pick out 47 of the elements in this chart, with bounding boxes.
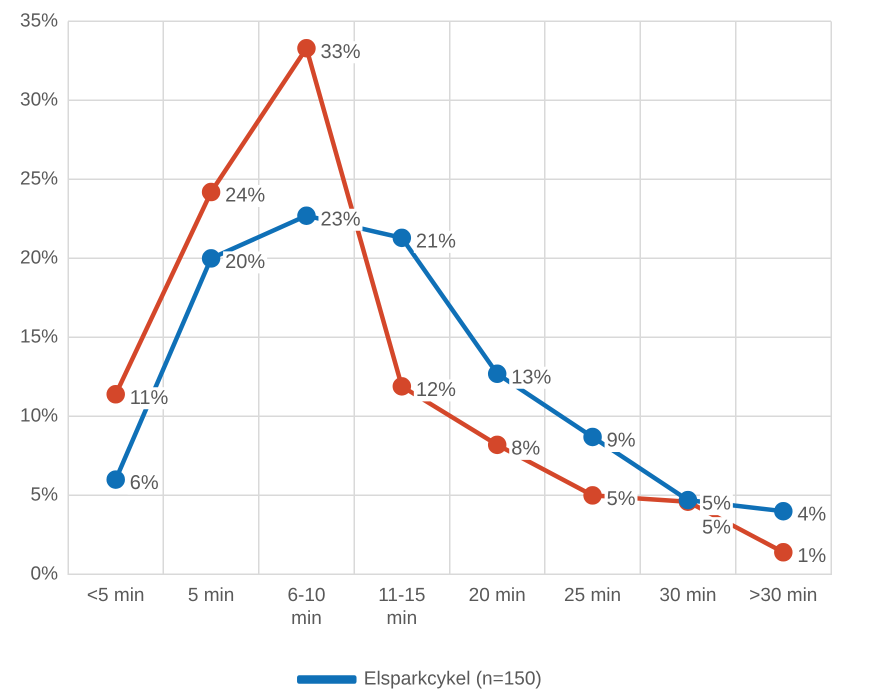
data-label: 5% — [606, 488, 636, 510]
point — [774, 502, 793, 520]
point — [583, 486, 602, 505]
y-tick-label: 5% — [30, 484, 58, 506]
point — [774, 543, 793, 562]
data-label: 6% — [130, 472, 159, 494]
y-tick-label: 15% — [20, 326, 58, 348]
data-label: 33% — [320, 40, 361, 63]
point — [202, 249, 220, 268]
data-label: 5% — [702, 492, 732, 515]
x-tick-label: >30 min — [749, 585, 818, 606]
data-label: 9% — [606, 429, 636, 452]
y-tick-label: 20% — [20, 248, 58, 269]
point — [392, 377, 412, 396]
data-label: 21% — [416, 230, 456, 252]
data-label: 1% — [797, 544, 826, 567]
y-tick-label: 30% — [20, 90, 58, 111]
y-tick-label: 0% — [30, 564, 58, 585]
data-label: 5% — [702, 516, 732, 539]
x-tick-label: 5 min — [188, 585, 234, 606]
y-tick-label: 25% — [20, 168, 58, 190]
data-label: 20% — [225, 250, 266, 273]
point — [488, 436, 506, 454]
x-tick-label: 6-10 min — [287, 585, 326, 629]
data-label: 11% — [130, 386, 168, 409]
point — [392, 228, 412, 248]
x-tick-label: 11-15 min — [378, 585, 426, 629]
legend-label: Elsparkcykel (n=150) — [364, 668, 542, 690]
x-tick-label: 30 min — [659, 585, 716, 606]
point — [583, 428, 602, 446]
point — [297, 39, 316, 58]
point — [297, 206, 316, 225]
data-label: 4% — [797, 504, 826, 526]
point — [202, 182, 220, 202]
data-label: 12% — [416, 378, 456, 401]
data-label: 13% — [511, 366, 552, 388]
data-label: 24% — [225, 184, 266, 207]
point — [106, 385, 125, 404]
x-tick-label: 20 min — [468, 585, 526, 606]
data-label: 23% — [320, 208, 361, 230]
x-tick-label: 25 min — [564, 585, 622, 606]
point — [488, 364, 506, 383]
data-label: 8% — [511, 437, 540, 460]
point — [106, 470, 125, 489]
y-tick-label: 10% — [20, 406, 58, 427]
y-tick-label: 35% — [20, 10, 58, 32]
x-tick-label: <5 min — [86, 585, 144, 606]
